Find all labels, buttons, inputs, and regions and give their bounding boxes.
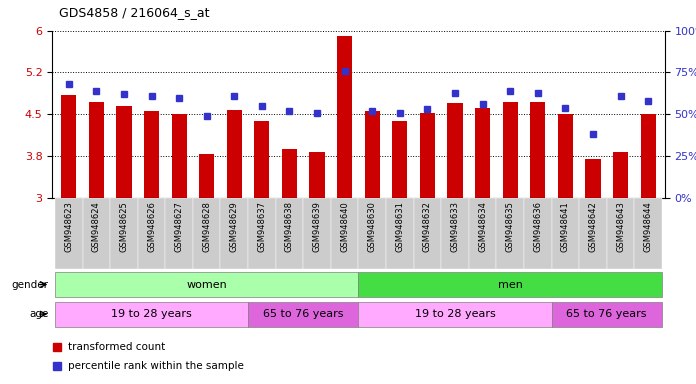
Bar: [469, 198, 496, 269]
Text: GSM948642: GSM948642: [588, 201, 597, 252]
Bar: [331, 198, 358, 269]
Bar: [634, 198, 662, 269]
Bar: [524, 198, 551, 269]
Text: GSM948637: GSM948637: [258, 201, 267, 252]
Text: GSM948639: GSM948639: [313, 201, 322, 252]
Text: transformed count: transformed count: [68, 343, 165, 353]
Bar: [420, 113, 435, 198]
Bar: [83, 198, 110, 269]
Bar: [448, 103, 463, 198]
Bar: [551, 302, 662, 326]
Bar: [579, 198, 607, 269]
Text: GSM948636: GSM948636: [533, 201, 542, 252]
Text: GSM948634: GSM948634: [478, 201, 487, 252]
Bar: [475, 108, 490, 198]
Text: GSM948644: GSM948644: [644, 201, 653, 252]
Bar: [393, 121, 407, 198]
Text: GSM948628: GSM948628: [203, 201, 211, 252]
Bar: [89, 102, 104, 198]
Text: percentile rank within the sample: percentile rank within the sample: [68, 361, 244, 371]
Text: GSM948629: GSM948629: [230, 201, 239, 252]
Bar: [221, 198, 248, 269]
Text: women: women: [187, 280, 227, 290]
Text: men: men: [498, 280, 523, 290]
Bar: [613, 152, 628, 198]
Bar: [193, 198, 221, 269]
Bar: [166, 198, 193, 269]
Bar: [276, 198, 303, 269]
Text: GSM948643: GSM948643: [616, 201, 625, 252]
Bar: [248, 198, 276, 269]
Text: 65 to 76 years: 65 to 76 years: [567, 309, 647, 319]
Bar: [282, 149, 297, 198]
Text: GSM948625: GSM948625: [120, 201, 129, 252]
Text: GSM948638: GSM948638: [285, 201, 294, 252]
Bar: [61, 95, 77, 198]
Bar: [144, 111, 159, 198]
Bar: [303, 198, 331, 269]
Bar: [557, 114, 573, 198]
Text: age: age: [29, 309, 49, 319]
Bar: [607, 198, 634, 269]
Bar: [248, 302, 358, 326]
Bar: [358, 272, 662, 297]
Bar: [55, 198, 83, 269]
Text: GSM948627: GSM948627: [175, 201, 184, 252]
Bar: [640, 114, 656, 198]
Text: 65 to 76 years: 65 to 76 years: [263, 309, 344, 319]
Bar: [337, 36, 352, 198]
Bar: [116, 106, 132, 198]
Bar: [413, 198, 441, 269]
Bar: [138, 198, 166, 269]
Text: GSM948633: GSM948633: [450, 201, 459, 252]
Bar: [171, 114, 187, 198]
Bar: [386, 198, 413, 269]
Bar: [503, 102, 518, 198]
Bar: [199, 154, 214, 198]
Bar: [530, 102, 546, 198]
Text: GSM948641: GSM948641: [561, 201, 570, 252]
Text: GSM948624: GSM948624: [92, 201, 101, 252]
Text: gender: gender: [12, 280, 49, 290]
Text: GSM948623: GSM948623: [64, 201, 73, 252]
Text: GSM948640: GSM948640: [340, 201, 349, 252]
Bar: [441, 198, 469, 269]
Text: 19 to 28 years: 19 to 28 years: [111, 309, 192, 319]
Text: GSM948631: GSM948631: [395, 201, 404, 252]
Text: GDS4858 / 216064_s_at: GDS4858 / 216064_s_at: [59, 6, 209, 19]
Bar: [365, 111, 380, 198]
Bar: [496, 198, 524, 269]
Bar: [310, 152, 324, 198]
Bar: [227, 110, 242, 198]
Bar: [358, 198, 386, 269]
Bar: [254, 121, 269, 198]
Text: GSM948632: GSM948632: [423, 201, 432, 252]
Text: GSM948635: GSM948635: [506, 201, 514, 252]
Bar: [551, 198, 579, 269]
Text: GSM948630: GSM948630: [367, 201, 377, 252]
Text: 19 to 28 years: 19 to 28 years: [415, 309, 496, 319]
Bar: [110, 198, 138, 269]
Bar: [358, 302, 551, 326]
Bar: [55, 272, 358, 297]
Bar: [585, 159, 601, 198]
Text: GSM948626: GSM948626: [147, 201, 156, 252]
Bar: [55, 302, 248, 326]
